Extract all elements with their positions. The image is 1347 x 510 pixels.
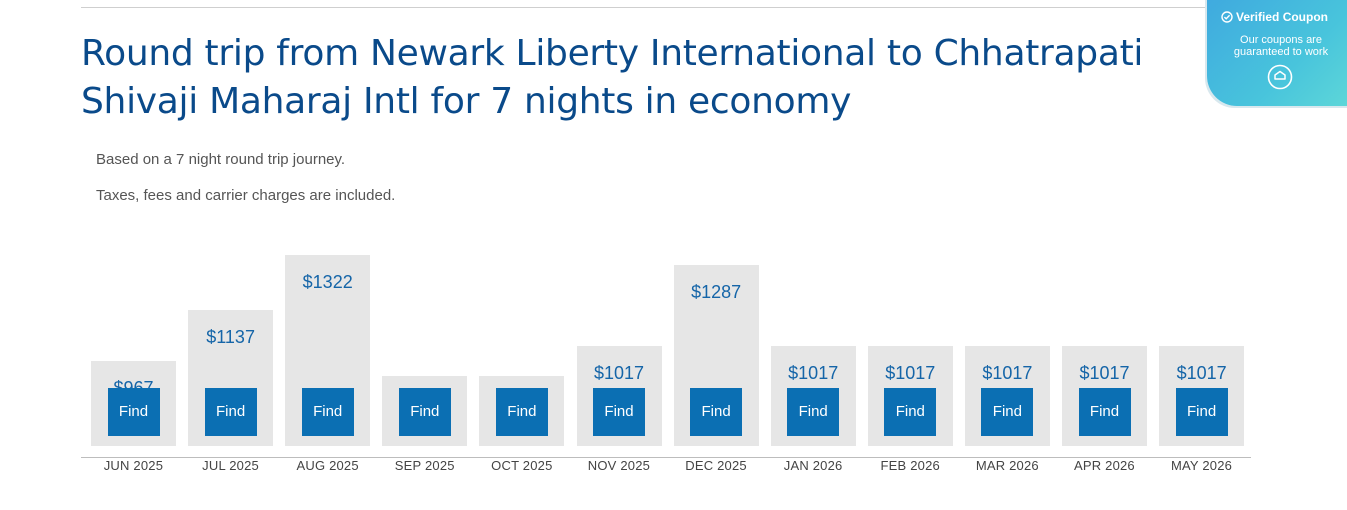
find-button[interactable]: Find: [690, 388, 743, 436]
find-button[interactable]: Find: [495, 388, 548, 436]
taxes-note: Taxes, fees and carrier charges are incl…: [96, 187, 396, 204]
chart-baseline: [81, 457, 1251, 458]
month-label: DEC 2025: [685, 458, 747, 473]
fare-price-label: $1017: [788, 363, 839, 384]
fare-price-label: $1017: [593, 363, 645, 384]
month-label: OCT 2025: [491, 458, 553, 473]
month-label: SEP 2025: [394, 458, 455, 473]
fare-price-label: $1017: [1176, 363, 1227, 384]
coupon-heading: Verified Coupon: [1221, 10, 1347, 24]
check-circle-icon: [1221, 11, 1233, 23]
find-button[interactable]: Find: [787, 388, 840, 436]
month-label: JAN 2026: [783, 458, 843, 473]
month-label: JUN 2025: [103, 458, 164, 473]
find-button[interactable]: Find: [1078, 388, 1131, 436]
find-button[interactable]: Find: [107, 388, 160, 436]
tag-icon: [1267, 64, 1293, 90]
fare-price-label: $1322: [302, 271, 353, 292]
find-button[interactable]: Find: [981, 388, 1034, 436]
find-button[interactable]: Find: [398, 388, 451, 436]
month-label: APR 2026: [1074, 458, 1135, 473]
find-button[interactable]: Find: [593, 388, 645, 436]
find-button[interactable]: Find: [884, 388, 937, 436]
coupon-subtext: Our coupons are guaranteed to work: [1233, 34, 1329, 58]
month-label: NOV 2025: [587, 458, 651, 473]
verified-coupon-badge[interactable]: Verified Coupon Our coupons are guarante…: [1207, 0, 1347, 106]
coupon-heading-text: Verified Coupon: [1236, 10, 1329, 24]
journey-note: Based on a 7 night round trip journey.: [96, 151, 346, 168]
find-button[interactable]: Find: [204, 388, 257, 436]
fare-price-label: $1017: [982, 363, 1033, 384]
month-label: FEB 2026: [880, 458, 940, 473]
find-button[interactable]: Find: [1175, 388, 1228, 436]
month-label: JUL 2025: [202, 458, 259, 473]
month-label: MAY 2026: [1170, 458, 1233, 473]
fare-price-label: $1017: [1079, 363, 1130, 384]
month-label: AUG 2025: [296, 458, 359, 473]
month-label: MAR 2026: [975, 458, 1039, 473]
top-divider: [81, 7, 1251, 8]
fare-price-label: $1137: [206, 327, 255, 348]
fare-price-label: $1017: [885, 363, 936, 384]
fare-price-label: $1287: [691, 282, 742, 303]
page-title: Round trip from Newark Liberty Internati…: [81, 33, 1144, 122]
find-button[interactable]: Find: [301, 388, 354, 436]
